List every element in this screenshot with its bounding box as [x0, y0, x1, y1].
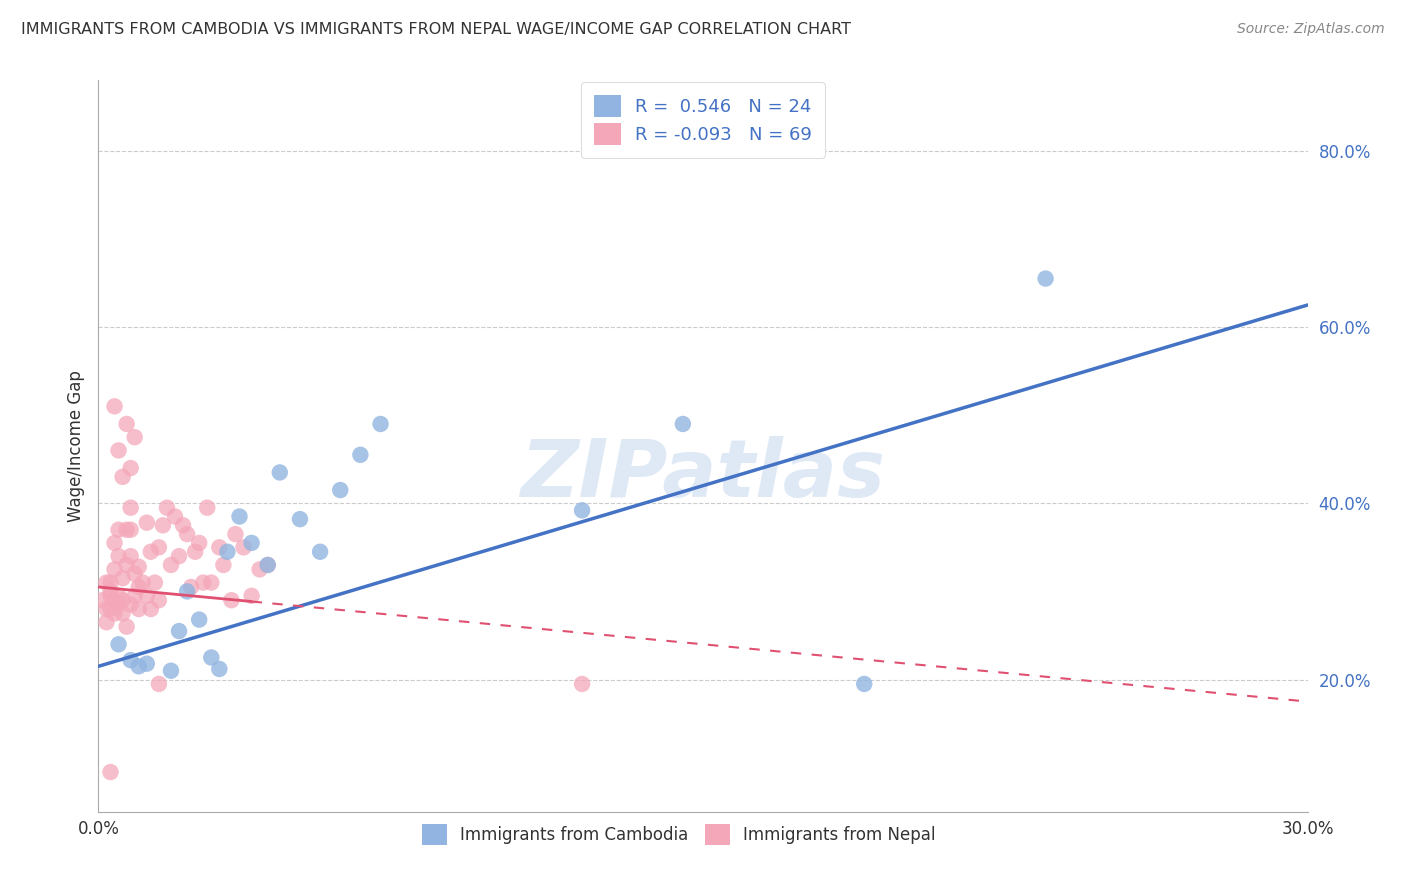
- Point: [120, 523, 142, 537]
- Point: [167, 549, 190, 563]
- Point: [100, 589, 122, 603]
- Text: ZIPatlas: ZIPatlas: [520, 436, 886, 515]
- Point: [256, 558, 278, 572]
- Point: [107, 598, 129, 612]
- Point: [107, 589, 129, 603]
- Point: [180, 580, 202, 594]
- Point: [853, 677, 876, 691]
- Point: [1035, 271, 1057, 285]
- Point: [167, 624, 190, 638]
- Point: [228, 509, 250, 524]
- Point: [571, 677, 593, 691]
- Point: [111, 571, 134, 585]
- Point: [124, 430, 146, 444]
- Text: Source: ZipAtlas.com: Source: ZipAtlas.com: [1237, 22, 1385, 37]
- Point: [160, 664, 183, 678]
- Point: [329, 483, 352, 497]
- Point: [91, 593, 114, 607]
- Point: [152, 518, 174, 533]
- Point: [128, 559, 150, 574]
- Point: [195, 500, 218, 515]
- Point: [208, 541, 231, 555]
- Point: [349, 448, 371, 462]
- Point: [160, 558, 183, 572]
- Point: [156, 500, 179, 515]
- Point: [135, 516, 157, 530]
- Point: [139, 545, 162, 559]
- Point: [184, 545, 207, 559]
- Point: [188, 536, 211, 550]
- Point: [107, 523, 129, 537]
- Point: [672, 417, 695, 431]
- Point: [115, 417, 138, 431]
- Point: [103, 562, 125, 576]
- Point: [217, 545, 239, 559]
- Point: [103, 607, 125, 621]
- Point: [103, 536, 125, 550]
- Point: [120, 461, 142, 475]
- Point: [111, 593, 134, 607]
- Point: [571, 503, 593, 517]
- Point: [135, 657, 157, 671]
- Point: [269, 466, 291, 480]
- Point: [212, 558, 235, 572]
- Point: [103, 593, 125, 607]
- Point: [208, 662, 231, 676]
- Point: [200, 650, 222, 665]
- Point: [176, 527, 198, 541]
- Point: [115, 523, 138, 537]
- Point: [128, 602, 150, 616]
- Point: [107, 443, 129, 458]
- Point: [232, 541, 254, 555]
- Point: [120, 598, 142, 612]
- Point: [115, 620, 138, 634]
- Point: [240, 536, 263, 550]
- Point: [148, 593, 170, 607]
- Point: [139, 602, 162, 616]
- Point: [132, 575, 155, 590]
- Point: [163, 509, 186, 524]
- Point: [96, 602, 118, 616]
- Point: [176, 584, 198, 599]
- Point: [249, 562, 271, 576]
- Point: [135, 589, 157, 603]
- Point: [256, 558, 278, 572]
- Point: [120, 500, 142, 515]
- Point: [100, 575, 122, 590]
- Legend: Immigrants from Cambodia, Immigrants from Nepal: Immigrants from Cambodia, Immigrants fro…: [412, 814, 946, 855]
- Point: [120, 653, 142, 667]
- Point: [103, 400, 125, 414]
- Point: [221, 593, 243, 607]
- Point: [128, 580, 150, 594]
- Point: [100, 602, 122, 616]
- Point: [124, 566, 146, 581]
- Point: [148, 541, 170, 555]
- Point: [193, 575, 215, 590]
- Point: [370, 417, 392, 431]
- Point: [309, 545, 332, 559]
- Point: [172, 518, 194, 533]
- Point: [240, 589, 263, 603]
- Point: [120, 549, 142, 563]
- Point: [96, 615, 118, 630]
- Point: [200, 575, 222, 590]
- Point: [188, 613, 211, 627]
- Point: [224, 527, 246, 541]
- Point: [111, 607, 134, 621]
- Point: [115, 558, 138, 572]
- Point: [100, 584, 122, 599]
- Point: [107, 637, 129, 651]
- Y-axis label: Wage/Income Gap: Wage/Income Gap: [66, 370, 84, 522]
- Point: [288, 512, 311, 526]
- Point: [111, 470, 134, 484]
- Text: IMMIGRANTS FROM CAMBODIA VS IMMIGRANTS FROM NEPAL WAGE/INCOME GAP CORRELATION CH: IMMIGRANTS FROM CAMBODIA VS IMMIGRANTS F…: [21, 22, 851, 37]
- Point: [128, 659, 150, 673]
- Point: [124, 589, 146, 603]
- Point: [96, 575, 118, 590]
- Point: [148, 677, 170, 691]
- Point: [100, 765, 122, 780]
- Point: [143, 575, 166, 590]
- Point: [107, 549, 129, 563]
